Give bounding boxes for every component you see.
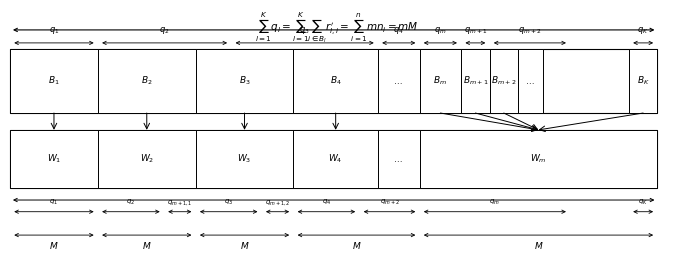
Text: $M$: $M$ bbox=[49, 240, 59, 251]
Text: ...: ... bbox=[526, 77, 535, 86]
Text: $M$: $M$ bbox=[142, 240, 152, 251]
Text: $B_2$: $B_2$ bbox=[141, 75, 152, 87]
Text: $q_3$: $q_3$ bbox=[224, 198, 233, 207]
Text: $q_{m+2}$: $q_{m+2}$ bbox=[518, 25, 542, 36]
Bar bbox=[293, 130, 378, 188]
Bar bbox=[195, 130, 293, 188]
Text: $W_4$: $W_4$ bbox=[328, 153, 343, 165]
Bar bbox=[629, 49, 657, 113]
Bar bbox=[10, 130, 657, 188]
Text: $q_4$: $q_4$ bbox=[394, 25, 404, 36]
Text: $B_{m+2}$: $B_{m+2}$ bbox=[491, 75, 516, 87]
Text: $q_K$: $q_K$ bbox=[638, 198, 648, 207]
Text: $q_2$: $q_2$ bbox=[159, 25, 170, 36]
Text: $W_m$: $W_m$ bbox=[530, 153, 547, 165]
Text: ...: ... bbox=[394, 77, 403, 86]
Bar bbox=[419, 49, 461, 113]
Text: $M$: $M$ bbox=[534, 240, 543, 251]
Text: $q_m$: $q_m$ bbox=[434, 25, 447, 36]
Text: $B_{m+1}$: $B_{m+1}$ bbox=[462, 75, 488, 87]
Text: ...: ... bbox=[394, 154, 403, 164]
Text: $B_K$: $B_K$ bbox=[637, 75, 650, 87]
Bar bbox=[10, 49, 98, 113]
Text: $q_K$: $q_K$ bbox=[638, 25, 649, 36]
Text: $q_{m+2}$: $q_{m+2}$ bbox=[379, 198, 400, 207]
Text: $q_4$: $q_4$ bbox=[321, 198, 331, 207]
Text: $W_2$: $W_2$ bbox=[140, 153, 154, 165]
Text: $M$: $M$ bbox=[352, 240, 361, 251]
Text: $W_1$: $W_1$ bbox=[47, 153, 61, 165]
Text: $B_1$: $B_1$ bbox=[48, 75, 60, 87]
Text: $q_m$: $q_m$ bbox=[489, 198, 500, 207]
Bar bbox=[461, 49, 489, 113]
Bar bbox=[195, 49, 293, 113]
Bar bbox=[378, 49, 419, 113]
Text: $B_4$: $B_4$ bbox=[330, 75, 342, 87]
Bar bbox=[419, 130, 657, 188]
Text: $q_{m+1,1}$: $q_{m+1,1}$ bbox=[167, 198, 193, 207]
Text: $W_3$: $W_3$ bbox=[237, 153, 251, 165]
Bar bbox=[489, 49, 518, 113]
Text: $q_{m+1}$: $q_{m+1}$ bbox=[464, 25, 487, 36]
Text: $B_m$: $B_m$ bbox=[433, 75, 448, 87]
Text: $q_1$: $q_1$ bbox=[49, 25, 59, 36]
Text: $M$: $M$ bbox=[240, 240, 249, 251]
Text: $q_{m+1,2}$: $q_{m+1,2}$ bbox=[265, 198, 290, 207]
Text: $q_1$: $q_1$ bbox=[49, 198, 59, 207]
Text: $B_3$: $B_3$ bbox=[239, 75, 250, 87]
Text: $\sum_{l=1}^{K} q_l = \sum_{l=1}^{K} \sum_{i \in B_l} r^{\prime}_{l,i} = \sum_{i: $\sum_{l=1}^{K} q_l = \sum_{l=1}^{K} \su… bbox=[255, 10, 419, 45]
Bar bbox=[518, 49, 543, 113]
Bar bbox=[10, 49, 657, 113]
Bar bbox=[10, 130, 98, 188]
Text: $q_3$: $q_3$ bbox=[299, 25, 310, 36]
Bar bbox=[378, 130, 419, 188]
Text: $q_2$: $q_2$ bbox=[127, 198, 135, 207]
Bar bbox=[293, 49, 378, 113]
Bar bbox=[98, 49, 195, 113]
Bar bbox=[98, 130, 195, 188]
